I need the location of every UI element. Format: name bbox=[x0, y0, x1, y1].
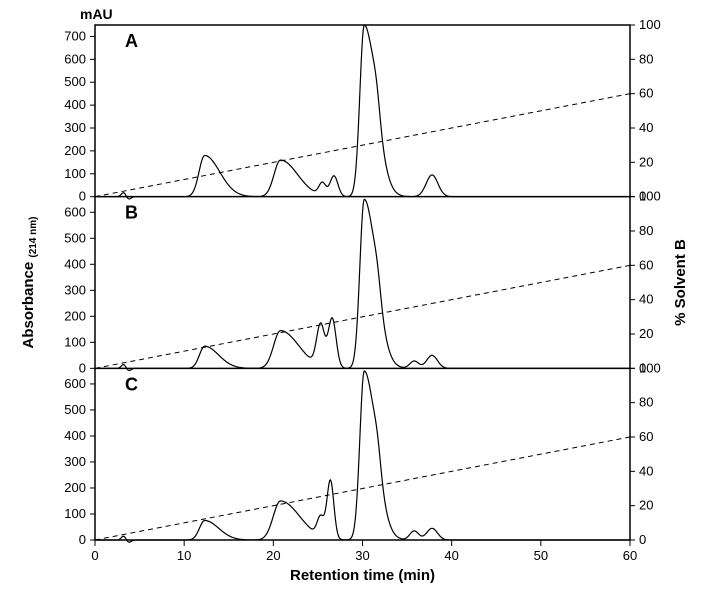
panel-label: B bbox=[125, 203, 138, 223]
x-tick-label: 10 bbox=[177, 548, 191, 563]
chromatogram-trace bbox=[95, 371, 630, 542]
panel-label: A bbox=[125, 31, 138, 51]
y-left-tick-label: 600 bbox=[64, 204, 86, 219]
y-left-tick-label: 100 bbox=[64, 166, 86, 181]
x-tick-label: 30 bbox=[355, 548, 369, 563]
y-left-tick-label: 500 bbox=[64, 230, 86, 245]
chromatogram-trace bbox=[95, 199, 630, 370]
y-left-tick-label: 300 bbox=[64, 454, 86, 469]
y-left-tick-label: 500 bbox=[64, 402, 86, 417]
x-axis-title: Retention time (min) bbox=[290, 567, 435, 584]
y-right-tick-label: 20 bbox=[639, 498, 653, 513]
y-left-tick-label: 400 bbox=[64, 97, 86, 112]
y-right-tick-label: 80 bbox=[639, 223, 653, 238]
y-left-tick-label: 200 bbox=[64, 143, 86, 158]
y-left-tick-label: 300 bbox=[64, 120, 86, 135]
y-left-tick-label: 100 bbox=[64, 506, 86, 521]
y-left-tick-label: 0 bbox=[79, 360, 86, 375]
chromatogram-figure: mAU Absorbance (214 nm) % Solvent B Retenti… bbox=[0, 0, 710, 589]
y-right-tick-label: 40 bbox=[639, 463, 653, 478]
x-tick-label: 0 bbox=[91, 548, 98, 563]
y-left-tick-label: 200 bbox=[64, 480, 86, 495]
panel-label: C bbox=[125, 374, 138, 394]
y-right-tick-label: 0 bbox=[639, 532, 646, 547]
y-right-tick-label: 60 bbox=[639, 257, 653, 272]
y-left-tick-label: 400 bbox=[64, 428, 86, 443]
y-left-tick-label: 600 bbox=[64, 376, 86, 391]
y-left-title: Absorbance (214 nm) bbox=[20, 217, 39, 349]
y-right-tick-label: 40 bbox=[639, 120, 653, 135]
y-right-tick-label: 20 bbox=[639, 154, 653, 169]
y-left-tick-label: 400 bbox=[64, 256, 86, 271]
y-left-tick-label: 300 bbox=[64, 282, 86, 297]
y-right-title: % Solvent B bbox=[672, 239, 689, 326]
y-left-tick-label: 700 bbox=[64, 28, 86, 43]
y-left-tick-label: 100 bbox=[64, 334, 86, 349]
y-left-tick-label: 0 bbox=[79, 189, 86, 204]
chromatogram-trace bbox=[95, 25, 630, 199]
x-tick-label: 50 bbox=[534, 548, 548, 563]
y-right-tick-label: 100 bbox=[639, 17, 661, 32]
y-left-tick-label: 500 bbox=[64, 74, 86, 89]
y-right-tick-label: 60 bbox=[639, 429, 653, 444]
y-right-tick-label: 40 bbox=[639, 292, 653, 307]
y-right-tick-label: 100 bbox=[639, 189, 661, 204]
gradient-line bbox=[95, 265, 630, 368]
y-left-tick-label: 200 bbox=[64, 308, 86, 323]
gradient-line bbox=[95, 94, 630, 197]
gradient-line bbox=[95, 437, 630, 540]
y-right-tick-label: 100 bbox=[639, 360, 661, 375]
x-tick-label: 40 bbox=[444, 548, 458, 563]
y-right-tick-label: 80 bbox=[639, 51, 653, 66]
y-right-tick-label: 80 bbox=[639, 395, 653, 410]
y-left-unit: mAU bbox=[80, 6, 113, 22]
y-right-tick-label: 20 bbox=[639, 326, 653, 341]
x-tick-label: 20 bbox=[266, 548, 280, 563]
y-left-tick-label: 600 bbox=[64, 51, 86, 66]
y-right-tick-label: 60 bbox=[639, 86, 653, 101]
y-left-tick-label: 0 bbox=[79, 532, 86, 547]
x-tick-label: 60 bbox=[623, 548, 637, 563]
